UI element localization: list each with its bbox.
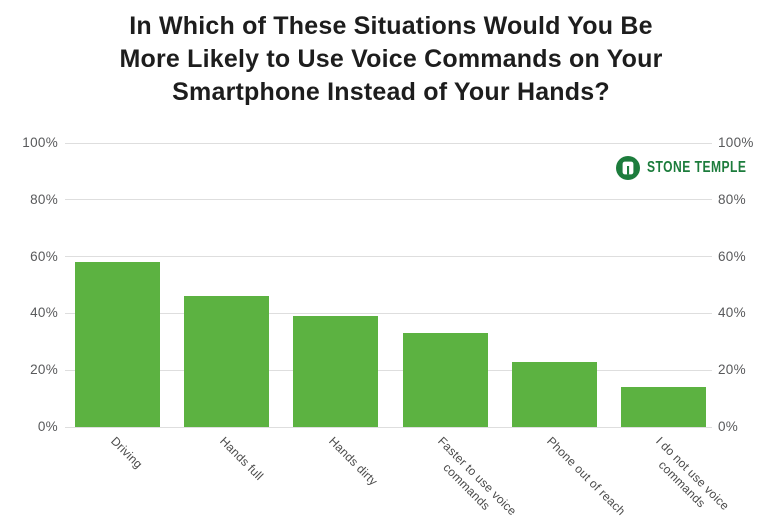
y-tick-label-right: 40% xyxy=(718,305,746,321)
gridline xyxy=(65,426,712,428)
y-tick-label-left: 80% xyxy=(30,191,58,207)
gridline xyxy=(65,369,712,371)
y-tick-label-left: 0% xyxy=(37,419,58,434)
gridline xyxy=(65,312,712,314)
category-label: Faster to use voice commands xyxy=(435,434,520,519)
bar xyxy=(620,387,706,427)
bar xyxy=(75,262,161,427)
y-tick-label-left: 100% xyxy=(22,135,58,150)
brand-name: STONE TEMPLE xyxy=(647,159,747,176)
stone-temple-logo: STONE TEMPLE xyxy=(616,156,774,180)
gridline xyxy=(65,142,712,144)
gridline xyxy=(65,199,712,201)
gridline xyxy=(65,256,712,258)
stone-temple-door-icon xyxy=(616,156,640,180)
bar xyxy=(293,316,379,427)
bar xyxy=(511,361,597,427)
category-label: Hands dirty xyxy=(326,434,381,489)
bar xyxy=(402,333,488,427)
y-tick-label-right: 20% xyxy=(718,362,746,378)
y-tick-label-right: 100% xyxy=(718,135,754,150)
y-tick-label-right: 80% xyxy=(718,191,746,207)
y-tick-label-left: 40% xyxy=(30,305,58,321)
y-tick-label-left: 20% xyxy=(30,362,58,378)
y-tick-label-left: 60% xyxy=(30,248,58,264)
chart-title: In Which of These Situations Would You B… xyxy=(119,12,663,106)
y-tick-label-right: 0% xyxy=(718,419,739,434)
y-tick-label-right: 60% xyxy=(718,248,746,264)
category-label: Phone out of reach xyxy=(544,434,629,519)
category-label: I do not use voice commands xyxy=(653,434,733,513)
bar xyxy=(184,296,270,427)
category-label: Hands full xyxy=(216,434,266,484)
category-label: Driving xyxy=(107,434,145,472)
